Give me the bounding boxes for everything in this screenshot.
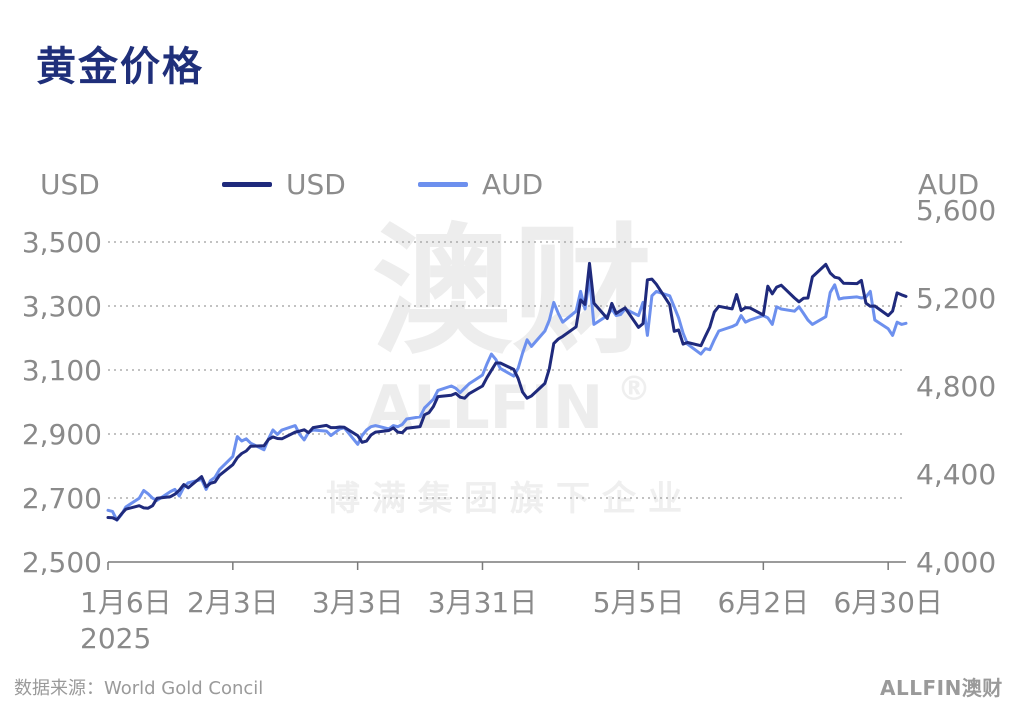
x-tick-label: 3月3日 (312, 586, 404, 619)
x-tick-sublabel: 2025 (80, 622, 151, 655)
x-tick-label: 6月30日 (833, 586, 942, 619)
source-note: 数据来源：World Gold Concil (14, 678, 264, 699)
x-tick-label: 6月2日 (718, 586, 810, 619)
right-tick-label: 4,000 (916, 546, 996, 579)
watermark: 澳财 ALLFIN ® 博满集团旗下企业 (326, 211, 694, 519)
watermark-main: 澳财 (372, 211, 652, 374)
legend-entry-usd: USD (222, 168, 346, 201)
legend-swatch-usd (222, 182, 272, 187)
right-tick-label: 5,200 (916, 282, 996, 315)
left-tick-label: 3,300 (22, 290, 102, 323)
watermark-sub: ALLFIN (367, 373, 603, 443)
left-tick-label: 2,500 (22, 546, 102, 579)
brand-logo: ALLFIN澳财 (880, 676, 1003, 700)
chart-title: 黄金价格 (36, 44, 204, 90)
legend-label-usd: USD (286, 168, 346, 201)
legend-label-aud: AUD (482, 168, 544, 201)
grid (108, 241, 906, 563)
series-line-aud (106, 276, 908, 522)
x-tick-label: 1月6日 (80, 586, 172, 619)
right-tick-labels: 4,000 4,400 4,800 5,200 5,600 (916, 194, 996, 579)
right-axis-unit: AUD (918, 168, 980, 201)
series-lines (106, 261, 908, 522)
right-tick-label: 4,800 (916, 370, 996, 403)
left-tick-label: 2,700 (22, 482, 102, 515)
legend-entry-aud: AUD (418, 168, 543, 201)
left-axis-unit: USD (40, 168, 100, 201)
x-tick-label: 3月31日 (428, 586, 537, 619)
left-tick-label: 2,900 (22, 418, 102, 451)
x-tick-label: 5月5日 (593, 586, 685, 619)
watermark-reg: ® (617, 369, 663, 409)
left-tick-label: 3,500 (22, 226, 102, 259)
left-tick-labels: 2,500 2,700 2,900 3,100 3,300 3,500 (22, 226, 102, 579)
watermark-tagline: 博满集团旗下企业 (326, 479, 694, 519)
x-tick-label: 2月3日 (187, 586, 279, 619)
right-tick-label: 4,400 (916, 458, 996, 491)
series-line-usd (106, 261, 908, 522)
legend-swatch-aud (418, 182, 468, 187)
left-tick-label: 3,100 (22, 354, 102, 387)
right-tick-label: 5,600 (916, 194, 996, 227)
